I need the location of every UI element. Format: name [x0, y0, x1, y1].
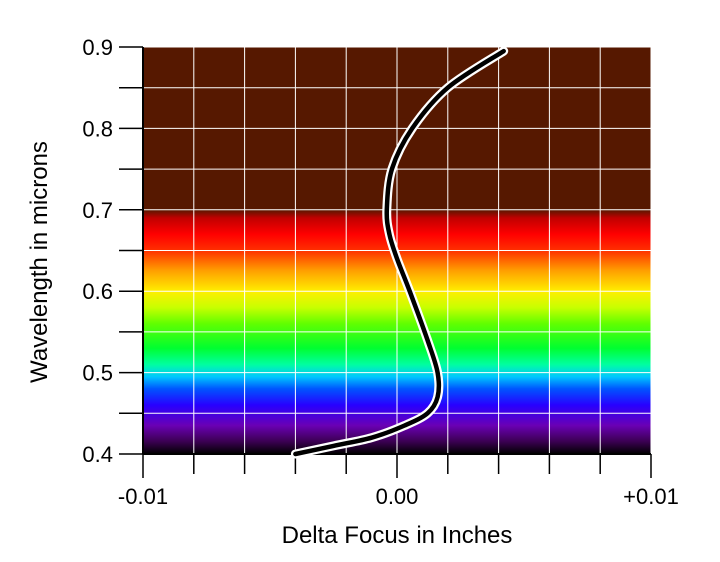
- y-tick-label: 0.5: [82, 361, 113, 386]
- tick-labels: -0.01 0.00 +0.01 0.4 0.5 0.6 0.7 0.8 0.9: [82, 35, 678, 509]
- x-tick-label: 0.00: [376, 484, 419, 509]
- series-layer: [290, 46, 509, 459]
- grid-lines: [142, 46, 652, 455]
- y-tick-label: 0.7: [82, 198, 113, 223]
- x-axis-title: Delta Focus in Inches: [282, 522, 513, 549]
- series-line: [293, 48, 506, 457]
- y-axis-title: Wavelength in microns: [26, 141, 53, 383]
- axes: [119, 46, 652, 478]
- y-tick-label: 0.9: [82, 35, 113, 60]
- y-tick-label: 0.8: [82, 116, 113, 141]
- y-tick-label: 0.4: [82, 442, 113, 467]
- x-tick-label: +0.01: [623, 484, 679, 509]
- x-tick-label: -0.01: [118, 484, 168, 509]
- y-tick-label: 0.6: [82, 279, 113, 304]
